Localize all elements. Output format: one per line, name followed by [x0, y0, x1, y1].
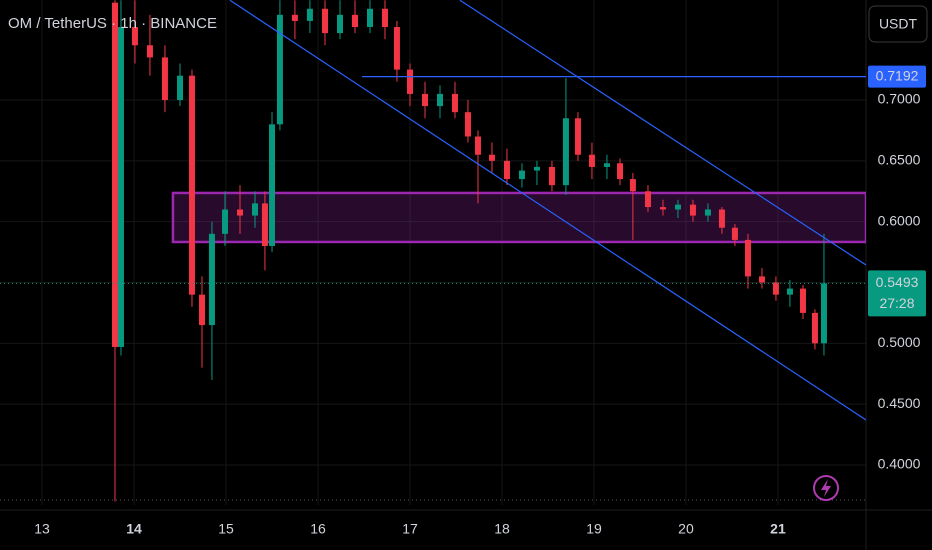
candle-body	[177, 75, 184, 101]
candle-body	[533, 166, 540, 171]
x-tick-label: 13	[34, 521, 50, 537]
plot-area	[0, 0, 866, 505]
candle-body	[393, 27, 400, 70]
candle-body	[503, 160, 510, 180]
candle-body	[629, 179, 636, 192]
candle-body	[117, 27, 124, 347]
candle-body	[548, 166, 555, 186]
candle-body	[451, 93, 458, 113]
candle-body	[276, 14, 283, 125]
candle-body	[617, 163, 624, 180]
candle-body	[603, 163, 610, 167]
y-tick-label: 0.5000	[878, 334, 921, 350]
chart-title: OM / TetherUS · 1h · BINANCE	[8, 15, 217, 32]
price-label-box	[868, 65, 926, 88]
trend-line	[229, 0, 866, 421]
candle-body	[518, 170, 525, 180]
last-price-box	[868, 270, 926, 317]
candle-body	[322, 8, 329, 34]
candle-body	[336, 14, 343, 34]
y-tick-label: 0.7000	[878, 91, 921, 107]
candle-body	[488, 154, 495, 161]
candle-body	[718, 209, 725, 228]
candle-body	[772, 282, 779, 295]
countdown: 27:28	[879, 295, 914, 311]
candle-body	[306, 8, 313, 21]
candle-body	[111, 2, 118, 347]
candle-body	[251, 203, 258, 216]
candle-body	[436, 93, 443, 107]
x-tick-label: 14	[126, 521, 142, 537]
candle-body	[222, 209, 229, 234]
x-tick-label: 19	[586, 521, 602, 537]
candle-body	[381, 8, 388, 28]
x-tick-label: 15	[218, 521, 234, 537]
candle-body	[689, 204, 696, 216]
candle-body	[237, 209, 244, 216]
candle-body	[188, 75, 195, 295]
y-tick-label: 0.6000	[878, 212, 921, 228]
alert-icon[interactable]	[813, 475, 839, 501]
y-tick-label: 0.4500	[878, 395, 921, 411]
last-price-label: 0.5493	[876, 274, 919, 290]
currency-button[interactable]	[868, 5, 928, 43]
candle-body	[291, 14, 298, 21]
currency-label[interactable]: USDT	[879, 16, 918, 32]
candle-body	[474, 136, 481, 155]
x-tick-label: 20	[678, 521, 694, 537]
candle-body	[131, 27, 138, 46]
candle-body	[588, 154, 595, 167]
candle-body	[161, 57, 168, 101]
candle-body	[674, 204, 681, 210]
trend-line	[459, 0, 866, 266]
candle-body	[261, 203, 268, 246]
candle-body	[351, 14, 358, 28]
candle-body	[562, 118, 569, 186]
candle-body	[811, 312, 818, 344]
x-tick-label: 21	[770, 521, 786, 537]
y-tick-label: 0.6500	[878, 152, 921, 168]
candle-body	[799, 288, 806, 313]
candle-body	[464, 112, 471, 137]
x-tick-label: 17	[402, 521, 418, 537]
candle-body	[731, 227, 738, 240]
candle-body	[704, 209, 711, 216]
x-tick-label: 18	[494, 521, 510, 537]
candle-body	[407, 69, 414, 94]
y-tick-label: 0.4000	[878, 456, 921, 472]
candle-body	[574, 118, 581, 155]
x-tick-label: 16	[310, 521, 326, 537]
candle-body	[146, 45, 153, 58]
candle-body	[758, 276, 765, 283]
price-label: 0.7192	[876, 67, 919, 83]
candle-body	[421, 93, 428, 107]
candle-body	[199, 294, 206, 326]
candle-body	[208, 233, 215, 326]
candle-body	[820, 283, 827, 344]
candle-body	[744, 239, 751, 277]
candle-body	[659, 207, 666, 210]
candle-body	[644, 191, 651, 208]
candle-body	[786, 288, 793, 295]
candle-body	[269, 124, 276, 246]
candle-body	[366, 8, 373, 28]
zone	[171, 191, 866, 244]
